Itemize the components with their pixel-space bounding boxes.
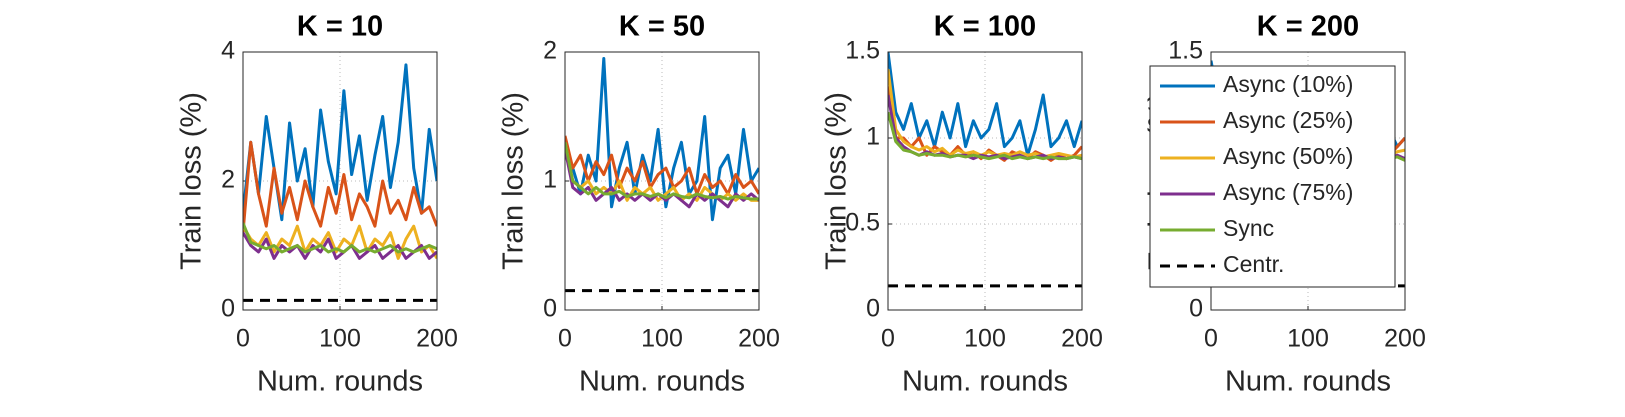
chart-title: K = 50 bbox=[619, 11, 705, 43]
series-line bbox=[243, 231, 437, 260]
y-tick-label: 2 bbox=[221, 166, 235, 194]
chart-title: K = 100 bbox=[934, 11, 1036, 43]
subplot: 0 2 4 0 100 200 K = 10 Num. rounds Train loss (%… bbox=[176, 11, 458, 398]
axes-box bbox=[242, 51, 438, 311]
legend-label: Async (25%) bbox=[1223, 107, 1353, 133]
x-tick-label: 100 bbox=[964, 325, 1006, 353]
series-line bbox=[888, 69, 1082, 159]
legend-label: Centr. bbox=[1223, 251, 1284, 277]
legend-label: Async (50%) bbox=[1223, 143, 1353, 169]
x-tick-label: 200 bbox=[738, 325, 780, 353]
y-tick-label: 1.5 bbox=[1168, 37, 1203, 65]
y-tick-label: 1 bbox=[866, 123, 880, 151]
legend-label: Sync bbox=[1223, 215, 1274, 241]
series-line bbox=[565, 142, 759, 201]
x-tick-label: 200 bbox=[416, 325, 458, 353]
series-line bbox=[243, 222, 437, 254]
x-tick-label: 200 bbox=[1061, 325, 1103, 353]
series-line bbox=[565, 135, 759, 196]
series-line bbox=[888, 52, 1082, 157]
y-tick-label: 1 bbox=[543, 166, 557, 194]
legend-label: Async (10%) bbox=[1223, 71, 1353, 97]
x-axis-label: Num. rounds bbox=[579, 366, 745, 398]
series-line bbox=[888, 111, 1082, 161]
axes-box bbox=[887, 51, 1083, 311]
x-axis-label: Num. rounds bbox=[902, 366, 1068, 398]
chart-title: K = 200 bbox=[1257, 11, 1359, 43]
x-tick-label: 0 bbox=[1204, 325, 1218, 353]
legend-box bbox=[1149, 65, 1396, 288]
x-axis-label: Num. rounds bbox=[1225, 366, 1391, 398]
chart-title: K = 10 bbox=[297, 11, 383, 43]
y-tick-label: 1.5 bbox=[845, 37, 880, 65]
y-tick-label: 0.5 bbox=[845, 209, 880, 237]
x-axis-label: Num. rounds bbox=[257, 366, 423, 398]
x-tick-label: 100 bbox=[1287, 325, 1329, 353]
y-axis-label: Train loss (%) bbox=[821, 92, 853, 270]
legend: Async (10%) Async (25%) Async (50%) Async (… bbox=[1149, 65, 1396, 288]
series-line bbox=[243, 224, 437, 260]
series-line bbox=[243, 140, 437, 233]
y-axis-label: Train loss (%) bbox=[498, 92, 530, 270]
x-tick-label: 0 bbox=[236, 325, 250, 353]
y-tick-label: 4 bbox=[221, 37, 235, 65]
legend-label: Async (75%) bbox=[1223, 179, 1353, 205]
subplot: 0 1 2 0 100 200 K = 50 Num. rounds Train loss (%… bbox=[498, 11, 780, 398]
x-tick-label: 100 bbox=[319, 325, 361, 353]
y-tick-label: 0 bbox=[1189, 295, 1203, 323]
subplot: 0 0.5 1 1.5 0 100 200 K = 100 Num. rounds Train l… bbox=[821, 11, 1103, 398]
x-tick-label: 0 bbox=[558, 325, 572, 353]
series-line bbox=[565, 56, 759, 222]
x-tick-label: 100 bbox=[641, 325, 683, 353]
y-tick-label: 0 bbox=[543, 295, 557, 323]
x-tick-label: 200 bbox=[1384, 325, 1426, 353]
axes-box bbox=[564, 51, 760, 311]
y-tick-label: 0 bbox=[866, 295, 880, 323]
x-tick-label: 0 bbox=[881, 325, 895, 353]
y-axis-label: Train loss (%) bbox=[176, 92, 208, 270]
y-tick-label: 2 bbox=[543, 37, 557, 65]
y-tick-label: 0 bbox=[221, 295, 235, 323]
